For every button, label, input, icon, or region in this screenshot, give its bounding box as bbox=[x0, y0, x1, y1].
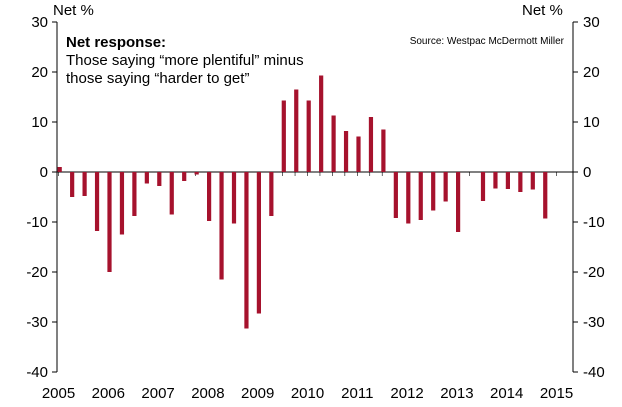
y-axis-left-ticks: 30 20 10 0 -10 -20 -30 -40 bbox=[26, 14, 57, 381]
x-tick-label: 2006 bbox=[92, 385, 125, 402]
x-tick-label: 2009 bbox=[241, 385, 274, 402]
y-unit-label-right: Net % bbox=[522, 2, 563, 19]
y-tick-label-left: 30 bbox=[31, 14, 48, 31]
y-tick-label-right: 10 bbox=[583, 114, 600, 131]
bar bbox=[331, 115, 336, 172]
bar bbox=[294, 89, 299, 172]
y-tick-label-right: -10 bbox=[583, 214, 605, 231]
bar bbox=[343, 131, 349, 172]
x-tick-label: 2011 bbox=[341, 385, 373, 402]
bar bbox=[406, 172, 411, 224]
y-unit-label-left: Net % bbox=[53, 2, 94, 19]
bar bbox=[144, 172, 149, 184]
annotation-title: Net response: bbox=[66, 34, 167, 51]
x-tick-label: 2014 bbox=[490, 385, 523, 402]
bar bbox=[119, 172, 125, 235]
x-tick-label: 2012 bbox=[390, 385, 423, 402]
x-tick-label: 2010 bbox=[291, 385, 324, 402]
bars bbox=[57, 75, 548, 329]
bar bbox=[219, 172, 224, 280]
y-axis-right-ticks: 30 20 10 0 -10 -20 -30 -40 bbox=[573, 14, 605, 381]
bar bbox=[94, 172, 100, 231]
y-tick-label-left: 20 bbox=[31, 64, 48, 81]
y-tick-label-right: 30 bbox=[583, 14, 600, 31]
bar bbox=[418, 172, 423, 220]
bar bbox=[368, 117, 374, 172]
bar bbox=[244, 172, 249, 329]
y-tick-label-left: -10 bbox=[26, 214, 48, 231]
bar bbox=[443, 172, 448, 202]
x-tick-label: 2015 bbox=[540, 385, 573, 402]
bar bbox=[319, 75, 324, 172]
source-note: Source: Westpac McDermott Miller bbox=[409, 36, 564, 47]
bar bbox=[70, 172, 75, 197]
bar bbox=[132, 172, 137, 216]
bar bbox=[281, 100, 286, 172]
bar bbox=[431, 172, 436, 211]
bar bbox=[269, 172, 274, 216]
y-tick-label-right: 0 bbox=[583, 164, 591, 181]
bar bbox=[169, 172, 174, 215]
x-tick-label: 2005 bbox=[42, 385, 75, 402]
bar bbox=[82, 172, 87, 196]
bar bbox=[518, 172, 523, 192]
x-tick-label: 2013 bbox=[440, 385, 473, 402]
bar bbox=[256, 172, 261, 314]
bar bbox=[194, 172, 199, 175]
bar bbox=[182, 172, 187, 181]
bar bbox=[207, 172, 212, 221]
y-tick-label-left: -30 bbox=[26, 314, 48, 331]
y-tick-label-left: -40 bbox=[26, 364, 48, 381]
bar bbox=[306, 100, 311, 172]
y-tick-label-left: -20 bbox=[26, 264, 48, 281]
y-tick-label-right: -30 bbox=[583, 314, 605, 331]
bar bbox=[493, 172, 498, 189]
y-tick-label-right: 20 bbox=[583, 64, 600, 81]
bar bbox=[393, 172, 398, 218]
bar bbox=[530, 172, 535, 190]
x-tick-label: 2008 bbox=[191, 385, 224, 402]
bar bbox=[57, 167, 62, 172]
bar bbox=[480, 172, 486, 201]
bar bbox=[231, 172, 237, 224]
bar bbox=[543, 172, 548, 219]
bar bbox=[381, 129, 386, 172]
bar bbox=[505, 172, 510, 189]
bar bbox=[456, 172, 461, 232]
annotation-line-2: those saying “harder to get” bbox=[66, 70, 250, 87]
annotation-line-1: Those saying “more plentiful” minus bbox=[66, 52, 304, 69]
x-tick-label: 2007 bbox=[141, 385, 174, 402]
bar bbox=[356, 136, 361, 172]
y-tick-label-right: -20 bbox=[583, 264, 605, 281]
bar bbox=[157, 172, 162, 186]
x-axis-ticks: 2005 2006 2007 2008 2009 2010 2011 2012 2013 2014… bbox=[42, 385, 573, 402]
bar bbox=[107, 172, 112, 272]
y-tick-label-left: 10 bbox=[31, 114, 48, 131]
y-tick-label-left: 0 bbox=[40, 164, 48, 181]
y-tick-label-right: -40 bbox=[583, 364, 605, 381]
